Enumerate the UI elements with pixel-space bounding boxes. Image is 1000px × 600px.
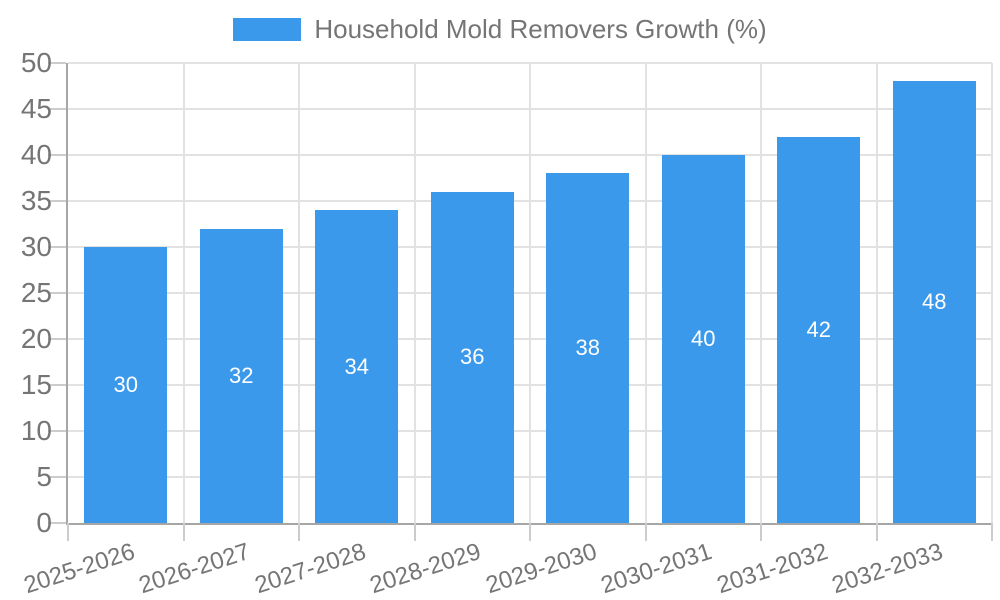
x-axis-tick [529,523,531,541]
y-axis-tick [48,292,66,294]
bar[interactable]: 34 [315,210,399,523]
y-axis-tick-label: 30 [20,231,52,262]
gridline-v [413,63,416,523]
y-axis-line [66,63,68,523]
bar-value-label: 40 [691,326,716,351]
bar-value-label: 30 [113,372,138,397]
y-axis-tick-label: 45 [20,93,52,124]
bar-value-label: 36 [460,344,485,370]
x-axis-tick [413,523,416,541]
y-axis-tick [48,430,66,432]
y-axis-tick-label: 25 [20,277,52,308]
y-axis-tick-label: 50 [20,47,52,78]
y-axis-tick [48,62,66,64]
bar[interactable]: 32 [199,228,283,523]
x-axis-category-label: 2031-2032 [713,538,832,600]
y-axis-tick-label: 0 [36,507,52,538]
x-axis-category-label: 2026-2027 [136,538,254,600]
y-axis-tick [48,108,66,110]
y-axis-tick [48,154,66,156]
y-axis-tick [48,338,66,340]
y-axis-tick-label: 35 [20,185,52,216]
bar[interactable]: 40 [661,155,745,523]
y-axis-tick-label: 40 [20,139,52,170]
x-axis-category-label: 2027-2028 [251,538,370,600]
gridline-v [991,63,993,523]
legend-label: Household Mold Removers Growth (%) [314,14,767,44]
gridline-v [875,63,878,523]
gridline-v [644,63,647,523]
y-axis-tick-label: 15 [20,369,52,400]
gridline-v [182,63,185,523]
y-axis-tick [48,522,66,524]
x-axis-tick [67,523,69,541]
x-axis-tick [644,523,647,541]
legend-swatch [233,17,302,41]
gridline-v [529,63,531,523]
x-axis-category-label: 2032-2033 [829,538,947,600]
gridline-v [760,63,762,523]
x-axis-category-label: 2030-2031 [598,538,716,600]
bar[interactable]: 38 [546,173,630,523]
bar-value-label: 48 [922,289,947,315]
bar[interactable]: 42 [777,136,861,523]
bar[interactable]: 36 [430,191,514,523]
chart-legend[interactable]: Household Mold Removers Growth (%) [0,14,1000,44]
bar-value-label: 38 [575,335,600,361]
x-axis-category-label: 2025-2026 [20,538,139,600]
y-axis-tick [48,246,66,248]
bar-value-label: 42 [806,316,831,342]
y-axis-tick-label: 10 [20,415,52,446]
x-axis-tick [875,523,878,541]
bar[interactable]: 48 [892,81,976,523]
y-axis-tick [48,200,66,202]
plot-area: 30 32 34 36 38 40 42 48 [48,62,993,541]
bar[interactable]: 30 [84,247,168,523]
x-axis-category-label: 2029-2030 [482,538,601,600]
x-axis-tick [760,523,762,541]
bar-value-label: 34 [344,353,369,379]
x-axis-tick [991,523,993,541]
x-axis-tick [182,523,185,541]
gridline-v [298,63,300,523]
y-axis-tick [48,384,66,386]
bar-value-label: 32 [229,362,254,388]
x-axis-tick [298,523,300,541]
y-axis-tick-label: 5 [36,461,52,492]
y-axis-tick [48,476,66,478]
y-axis-tick-label: 20 [20,323,52,354]
x-axis-category-label: 2028-2029 [367,538,485,600]
